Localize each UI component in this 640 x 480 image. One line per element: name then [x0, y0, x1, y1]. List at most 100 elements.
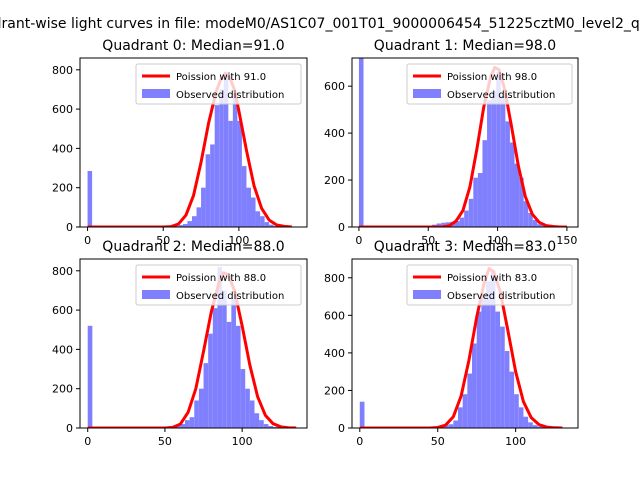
histogram-bar	[246, 187, 252, 227]
histogram-bar	[528, 422, 533, 428]
histogram-bar	[500, 95, 506, 227]
legend-label: Observed distribution	[447, 90, 555, 101]
histogram-bar	[255, 211, 261, 227]
x-tick-label: 50	[156, 234, 170, 247]
histogram-bar	[269, 224, 274, 227]
histogram-bar	[245, 388, 250, 428]
y-tick-label: 200	[324, 174, 345, 187]
histogram-bar	[226, 321, 232, 428]
x-tick-label: 50	[421, 234, 435, 247]
x-tick-label: 50	[431, 435, 445, 448]
histogram-bar	[87, 325, 93, 428]
histogram-bar	[532, 219, 538, 227]
subplot-1: 0 50 100 150 0 200 400 600 Quadrant 1: Median=98…	[324, 38, 579, 247]
histogram-bar	[191, 216, 197, 227]
histogram-bar	[537, 224, 542, 227]
legend-bar-swatch	[413, 89, 441, 98]
legend: Poission with 83.0 Observed distribution	[406, 264, 573, 306]
histogram-bar	[254, 413, 260, 428]
legend-bar-swatch	[142, 290, 170, 299]
x-tick-label: 150	[556, 234, 577, 247]
y-tick-label: 200	[52, 383, 73, 396]
y-tick-label: 200	[324, 384, 345, 397]
histogram-bar	[490, 270, 496, 428]
plot-area	[359, 266, 563, 428]
y-tick-label: 400	[324, 127, 345, 140]
histogram-bar	[182, 224, 188, 227]
histogram-bar	[359, 401, 365, 428]
histogram-bar	[240, 369, 246, 428]
histogram-bar	[214, 105, 220, 227]
subplot-0: 0 50 100 0 200 400 600 800 Quadrant 0: Median=91…	[52, 38, 308, 247]
figure-suptitle: Stats for quadrant-wise light curves in …	[0, 16, 640, 32]
histogram-bar	[468, 198, 474, 227]
axes-frame	[79, 258, 308, 429]
histogram-bar	[241, 166, 247, 227]
histogram-bar	[523, 416, 529, 428]
plot-area	[87, 266, 297, 428]
y-tick-label: 0	[338, 422, 345, 435]
legend-box	[135, 63, 302, 105]
histogram-bar	[203, 363, 209, 428]
histogram-bar	[500, 326, 505, 428]
histogram-bar	[175, 426, 181, 428]
histogram-bar	[196, 207, 202, 227]
histogram-bar	[476, 311, 482, 428]
histogram-bar	[264, 222, 270, 227]
histogram-bar	[514, 163, 520, 227]
y-tick-label: 800	[52, 265, 73, 278]
histogram-bar	[205, 154, 211, 227]
histogram-bar	[223, 71, 229, 227]
histogram-bar	[219, 89, 224, 227]
x-tick-label: 0	[84, 435, 91, 448]
legend-box	[135, 264, 302, 306]
histogram-bar	[180, 424, 186, 428]
histogram-bar	[504, 351, 510, 428]
x-tick-label: 0	[84, 234, 91, 247]
histogram-bar	[235, 325, 241, 428]
plot-area	[87, 71, 292, 227]
histogram-bar	[198, 388, 204, 428]
x-tick-label: 100	[487, 234, 508, 247]
y-tick-label: 0	[66, 221, 73, 234]
histogram-bar	[187, 221, 192, 227]
histogram-bar	[222, 290, 227, 428]
y-tick-label: 200	[52, 182, 73, 195]
legend-label: Poission with 88.0	[176, 273, 266, 284]
histogram-bar	[231, 298, 236, 428]
histogram-bar	[491, 90, 497, 227]
histogram-bar	[481, 294, 487, 428]
histogram-bar	[189, 417, 195, 428]
legend: Poission with 88.0 Observed distribution	[135, 264, 302, 306]
legend-label: Poission with 83.0	[447, 273, 537, 284]
legend-label: Poission with 91.0	[176, 72, 266, 83]
histogram-bar	[473, 177, 478, 227]
y-tick-label: 600	[324, 80, 345, 93]
histogram-bar	[487, 100, 492, 227]
legend-box	[406, 264, 573, 306]
histogram-bar	[462, 394, 468, 428]
histogram-bar	[482, 140, 488, 227]
legend-bar-swatch	[142, 89, 170, 98]
histogram-bar	[185, 420, 190, 428]
histogram-bar	[486, 281, 491, 428]
x-tick-label: 100	[228, 234, 249, 247]
histogram-bar	[228, 120, 233, 227]
axes-frame	[351, 57, 579, 228]
histogram-bar	[453, 420, 458, 428]
legend: Poission with 98.0 Observed distribution	[406, 63, 573, 105]
histogram-bar	[518, 407, 524, 428]
histogram-bar	[532, 425, 538, 428]
y-tick-label: 400	[52, 343, 73, 356]
y-tick-label: 0	[338, 221, 345, 234]
histogram-bar	[212, 308, 218, 428]
legend-box	[406, 63, 573, 105]
y-tick-label: 400	[52, 142, 73, 155]
histogram-bar	[249, 400, 255, 428]
legend-label: Observed distribution	[447, 291, 555, 302]
histogram-bar	[477, 173, 483, 227]
y-tick-label: 0	[66, 422, 73, 435]
histogram-bar	[537, 426, 543, 428]
histogram-bar	[201, 187, 206, 227]
